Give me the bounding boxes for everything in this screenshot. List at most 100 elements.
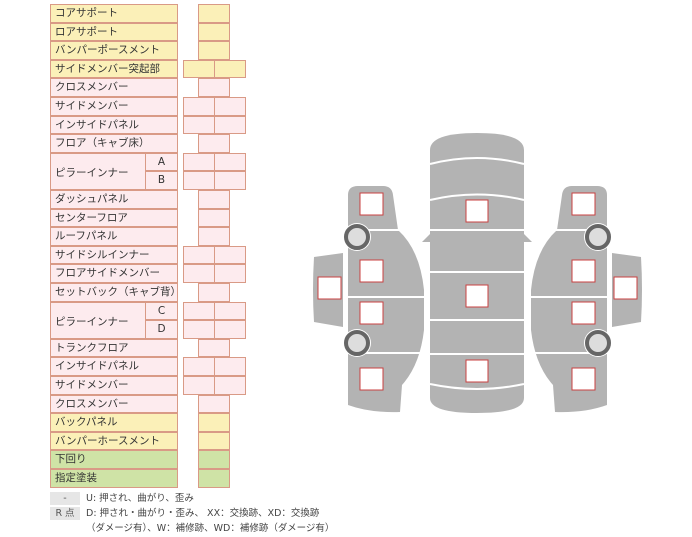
table-row: コアサポート — [50, 4, 250, 23]
legend-text: D: 押され・曲がり・歪み、 XX：交換跡、XD：交換跡 — [86, 508, 320, 519]
table-row: フロアサイドメンバー — [50, 264, 250, 283]
entry-cell[interactable] — [198, 413, 230, 432]
wheel-icon — [585, 330, 611, 356]
table-row: ダッシュパネル — [50, 190, 250, 209]
mark-box[interactable] — [571, 259, 596, 283]
table-row: フロア（キャブ床） — [50, 134, 250, 153]
body-panel — [531, 186, 607, 413]
table-row: サイドメンバー突起部 — [50, 59, 250, 79]
row-label: サイドシルインナー — [50, 245, 178, 265]
table-row: サイドメンバー — [50, 376, 250, 395]
entry-cell[interactable] — [198, 78, 230, 97]
mark-box[interactable] — [465, 359, 489, 383]
entry-cell[interactable] — [198, 22, 230, 42]
entry-cell[interactable] — [198, 134, 230, 153]
table-row: ルーフパネル — [50, 227, 250, 246]
entry-cell[interactable] — [214, 245, 246, 265]
mark-box[interactable] — [359, 367, 384, 391]
entry-cell[interactable] — [198, 208, 230, 228]
wheel-icon — [344, 330, 370, 356]
row-label: フロアサイドメンバー — [50, 264, 178, 283]
mark-box[interactable] — [317, 276, 342, 300]
row-label: サイドメンバー — [50, 376, 178, 395]
table-row: クロスメンバー — [50, 394, 250, 414]
table-row: 下回り — [50, 450, 250, 469]
table-row: バックパネル — [50, 413, 250, 432]
entry-cell[interactable] — [198, 394, 230, 414]
row-label: センターフロア — [50, 208, 178, 228]
row-label: バンパーポースメント — [50, 41, 178, 60]
row-label: ロアサポート — [50, 22, 178, 42]
car-right-side — [530, 186, 642, 413]
row-label: 指定塗装 — [50, 469, 178, 488]
car-left-side — [313, 186, 425, 413]
legend-key: R 点 — [50, 507, 80, 520]
row-label: サイドメンバー — [50, 97, 178, 116]
row-label: トランクフロア — [50, 338, 178, 358]
entry-cell[interactable] — [198, 227, 230, 246]
row-label: クロスメンバー — [50, 394, 178, 414]
entry-cell[interactable] — [198, 190, 230, 209]
entry-cell[interactable] — [198, 469, 230, 488]
entry-cell[interactable] — [198, 338, 230, 358]
wheel-icon — [344, 224, 370, 250]
row-label: インサイドパネル — [50, 115, 178, 135]
entry-cell[interactable] — [198, 41, 230, 60]
body-panel — [348, 186, 424, 413]
entry-cell[interactable] — [198, 450, 230, 469]
mark-box[interactable] — [571, 301, 596, 325]
mark-box[interactable] — [613, 276, 638, 300]
entry-cell[interactable] — [214, 357, 246, 376]
table-row: インサイドパネル — [50, 357, 250, 376]
table-row: サイドメンバー — [50, 97, 250, 116]
mark-box[interactable] — [571, 367, 596, 391]
entry-cell[interactable] — [214, 301, 246, 321]
entry-cell[interactable] — [214, 264, 246, 283]
row-label: クロスメンバー — [50, 78, 178, 97]
row-label: コアサポート — [50, 4, 178, 23]
row-label: ピラーインナー — [55, 167, 129, 180]
table-row: バンパーポースメント — [50, 41, 250, 60]
row-label: 下回り — [50, 450, 178, 469]
wheel-icon — [585, 224, 611, 250]
entry-cell[interactable] — [214, 97, 246, 116]
legend: - U: 押され、曲がり、歪み R 点 D: 押され・曲がり・歪み、 XX：交換跡、… — [50, 492, 334, 537]
entry-cell[interactable] — [214, 171, 246, 190]
table-row: B — [50, 171, 250, 190]
entry-cell[interactable] — [214, 59, 246, 79]
table-row: インサイドパネル — [50, 115, 250, 135]
entry-cell[interactable] — [214, 152, 246, 172]
entry-cell[interactable] — [198, 4, 230, 23]
mark-box[interactable] — [571, 192, 596, 216]
row-label: ピラーインナー — [55, 316, 129, 329]
table-row: ロアサポート — [50, 22, 250, 42]
table-row: サイドシルインナー — [50, 245, 250, 265]
row-label: サイドメンバー突起部 — [50, 59, 178, 79]
row-sublabel: D — [145, 320, 178, 339]
entry-cell[interactable] — [214, 320, 246, 339]
table-row: クロスメンバー — [50, 78, 250, 97]
row-sublabel: A — [145, 152, 178, 172]
table-row: 指定塗装 — [50, 469, 250, 488]
entry-cell[interactable] — [198, 431, 230, 451]
entry-cell[interactable] — [198, 283, 230, 302]
mark-box[interactable] — [359, 192, 384, 216]
row-sublabel: C — [145, 301, 178, 321]
car-top-view — [422, 133, 532, 413]
row-label: インサイドパネル — [50, 357, 178, 376]
table-row: D — [50, 320, 250, 339]
legend-text-cont: （ダメージ有）、W：補修跡、WD：補修跡（ダメージ有） — [86, 523, 335, 534]
entry-cell[interactable] — [214, 115, 246, 135]
entry-cell[interactable] — [214, 376, 246, 395]
row-label: フロア（キャブ床） — [50, 134, 178, 153]
row-label: セットバック（キャブ背） — [50, 283, 178, 302]
mark-box[interactable] — [359, 301, 384, 325]
row-label: ダッシュパネル — [50, 190, 178, 209]
mark-box[interactable] — [359, 259, 384, 283]
mark-box[interactable] — [465, 199, 489, 223]
row-sublabel: B — [145, 171, 178, 190]
mark-box[interactable] — [465, 284, 489, 308]
table-row: バンパーホースメント — [50, 431, 250, 451]
row-label: ルーフパネル — [50, 227, 178, 246]
